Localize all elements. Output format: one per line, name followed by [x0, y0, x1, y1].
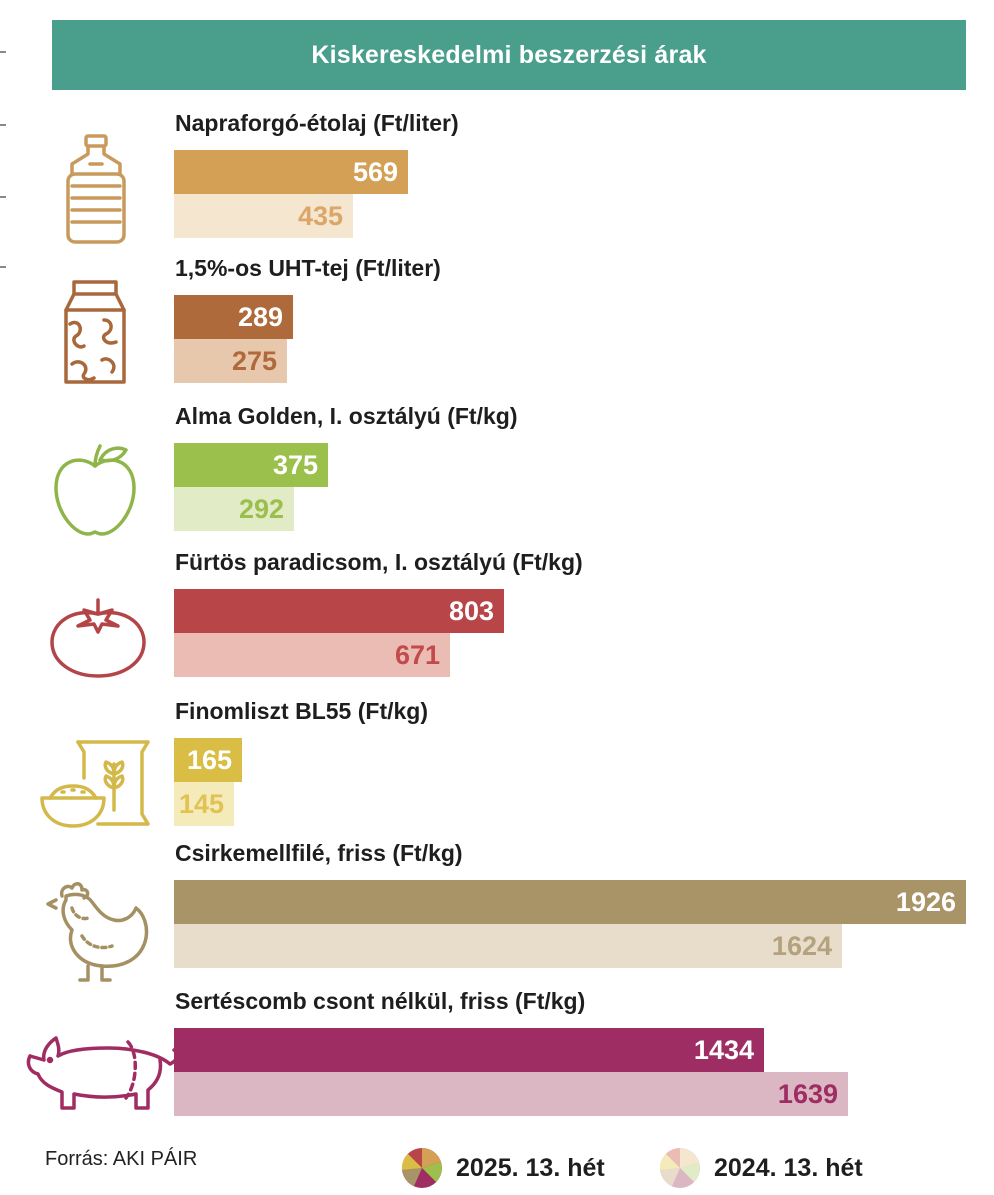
edge-tick [0, 196, 6, 198]
data-label: 275 [231, 345, 277, 376]
data-label: 1434 [693, 1034, 754, 1065]
bar-2025: 1434 [174, 1028, 764, 1072]
category-label: Finomliszt BL55 (Ft/kg) [175, 698, 428, 724]
data-label: 1639 [777, 1078, 838, 1109]
data-label: 671 [394, 639, 440, 670]
bar-2024: 1624 [174, 924, 842, 968]
data-label: 803 [448, 595, 494, 626]
data-label: 292 [238, 493, 284, 524]
chicken-icon [46, 882, 149, 982]
milk-carton-icon [64, 280, 126, 384]
bar-2025: 375 [174, 443, 328, 487]
legend-label-2025: 2025. 13. hét [456, 1153, 605, 1182]
bar-2025: 569 [174, 150, 408, 194]
category-label: Csirkemellfilé, friss (Ft/kg) [175, 840, 463, 866]
data-label: 1624 [771, 930, 832, 961]
bar-2025: 289 [174, 295, 293, 339]
edge-tick [0, 51, 6, 53]
bar-2024: 275 [174, 339, 287, 383]
legend-swatch-2024-icon [659, 1148, 700, 1188]
tomato-icon [50, 598, 146, 678]
legend-item-2024: 2024. 13. hét [658, 1146, 863, 1190]
apple-icon [54, 444, 136, 536]
legend-swatch-2025-icon [401, 1148, 442, 1188]
bar-2024: 145 [174, 782, 234, 826]
data-label: 375 [272, 449, 318, 480]
category-label: Napraforgó-étolaj (Ft/liter) [175, 110, 459, 136]
legend-label-2024: 2024. 13. hét [714, 1153, 863, 1182]
category-label: Fürtös paradicsom, I. osztályú (Ft/kg) [175, 549, 583, 575]
data-label: 165 [186, 744, 232, 775]
bar-2024: 671 [174, 633, 450, 677]
data-label: 145 [178, 788, 224, 819]
flour-sack-icon [40, 740, 150, 828]
data-label: 1926 [895, 886, 956, 917]
bar-2025: 803 [174, 589, 504, 633]
data-label: 289 [237, 301, 283, 332]
edge-tick [0, 266, 6, 268]
category-label: 1,5%-os UHT-tej (Ft/liter) [175, 255, 441, 281]
oil-bottle-icon [66, 134, 126, 244]
bar-2025: 1926 [174, 880, 966, 924]
source-note: Forrás: AKI PÁIR [45, 1148, 198, 1170]
bar-2025: 165 [174, 738, 242, 782]
chart-title-header: Kiskereskedelmi beszerzési árak [52, 20, 966, 90]
bar-2024: 1639 [174, 1072, 848, 1116]
bar-2024: 292 [174, 487, 294, 531]
legend-item-2025: 2025. 13. hét [400, 1146, 605, 1190]
edge-tick [0, 124, 6, 126]
category-label: Sertéscomb csont nélkül, friss (Ft/kg) [175, 988, 586, 1014]
pig-icon [26, 1036, 176, 1110]
chart-title: Kiskereskedelmi beszerzési árak [311, 40, 707, 69]
data-label: 435 [297, 200, 343, 231]
data-label: 569 [352, 156, 398, 187]
category-label: Alma Golden, I. osztályú (Ft/kg) [175, 403, 518, 429]
bar-2024: 435 [174, 194, 353, 238]
